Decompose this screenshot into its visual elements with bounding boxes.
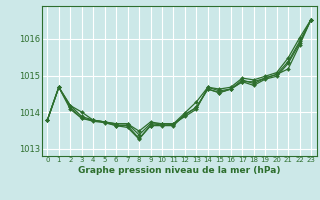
X-axis label: Graphe pression niveau de la mer (hPa): Graphe pression niveau de la mer (hPa) <box>78 166 280 175</box>
